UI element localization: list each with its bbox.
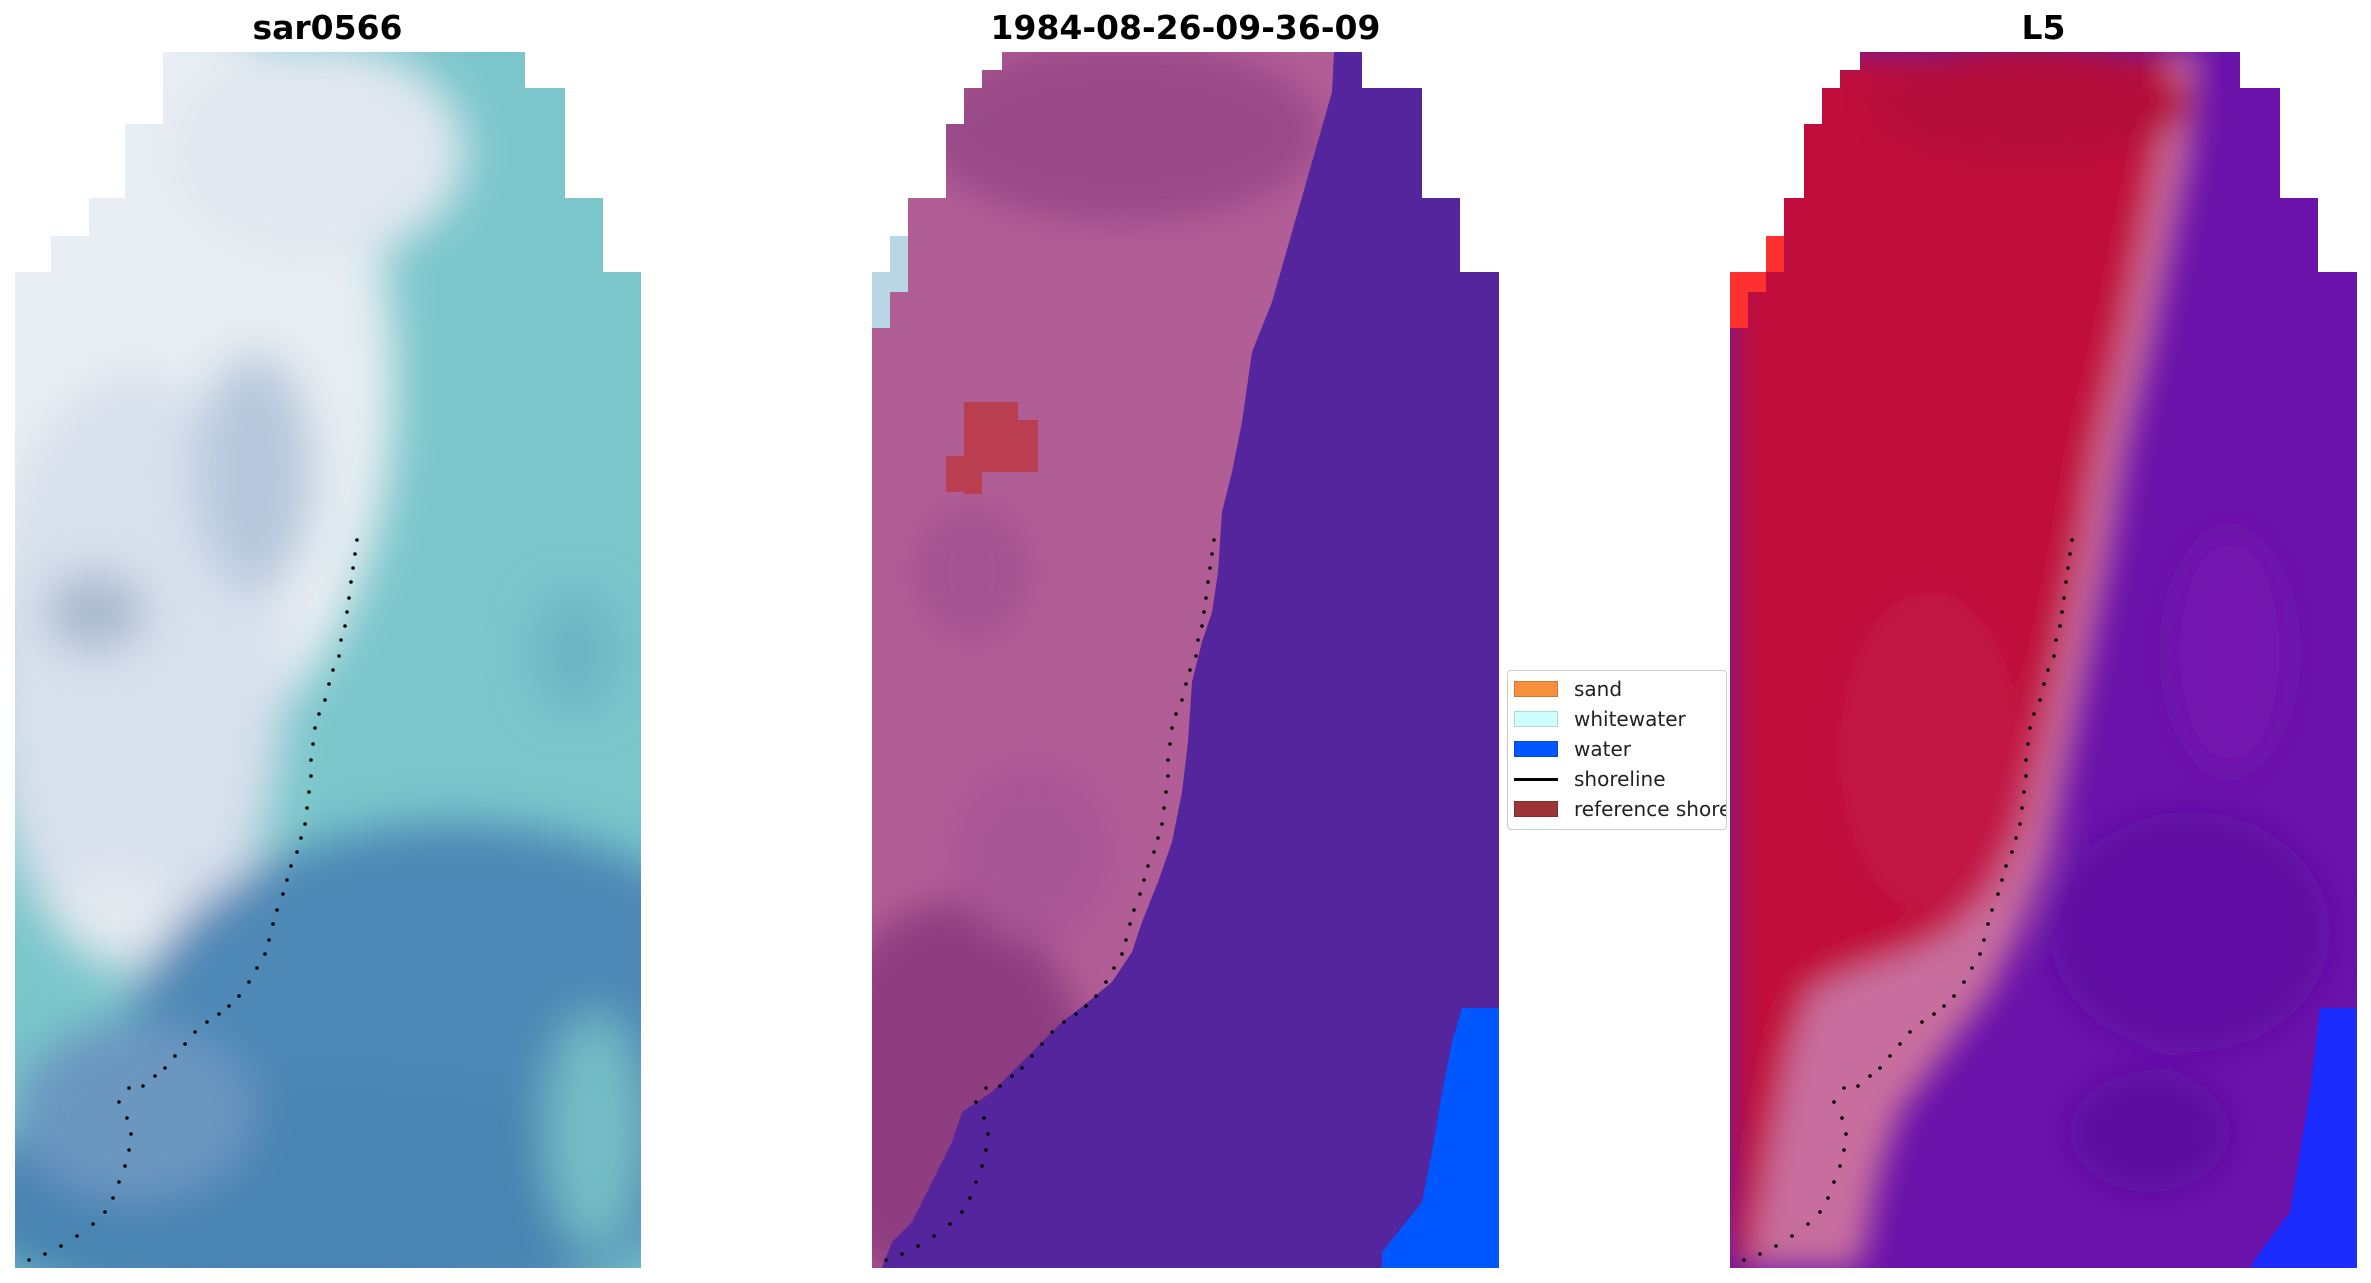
shoreline-dots-rgb	[27, 538, 359, 1262]
reference-shoreline-patch	[946, 402, 1038, 494]
legend-label-reference-shoreline: reference shoreline	[1574, 797, 1726, 821]
water-region	[882, 52, 1499, 1268]
legend-swatch-water	[1514, 741, 1558, 757]
legend-label-sand: sand	[1574, 677, 1623, 701]
panel-rgb-title: sar0566	[252, 8, 403, 47]
rgb-image-panel	[15, 52, 641, 1268]
legend-item-sand: sand	[1514, 674, 1622, 704]
index-image-panel	[1730, 52, 2357, 1268]
legend-swatch-whitewater	[1514, 711, 1558, 727]
legend-item-reference-shoreline: reference shoreline	[1514, 794, 1726, 824]
legend-swatch-reference-shoreline	[1514, 801, 1558, 817]
legend: sand whitewater water shoreline referenc…	[1507, 670, 1727, 830]
panel-classified-title: 1984-08-26-09-36-09	[990, 8, 1381, 47]
shoreline-dots-index	[1742, 538, 2074, 1262]
whitewater-pixels	[872, 236, 908, 328]
legend-line-shoreline	[1514, 777, 1558, 781]
classified-image-panel	[872, 52, 1499, 1268]
legend-item-water: water	[1514, 734, 1631, 764]
bright-water-region	[1382, 1008, 1499, 1268]
legend-label-shoreline: shoreline	[1574, 767, 1666, 791]
shoreline-dots-classified	[884, 538, 1216, 1262]
legend-swatch-sand	[1514, 681, 1558, 697]
index-bright-blue	[2250, 1008, 2357, 1268]
legend-item-shoreline: shoreline	[1514, 764, 1666, 794]
index-bright-red-pixels	[1730, 236, 1784, 328]
panel-index-title: L5	[2021, 8, 2066, 47]
legend-item-whitewater: whitewater	[1514, 704, 1686, 734]
legend-label-water: water	[1574, 737, 1631, 761]
legend-label-whitewater: whitewater	[1574, 707, 1686, 731]
